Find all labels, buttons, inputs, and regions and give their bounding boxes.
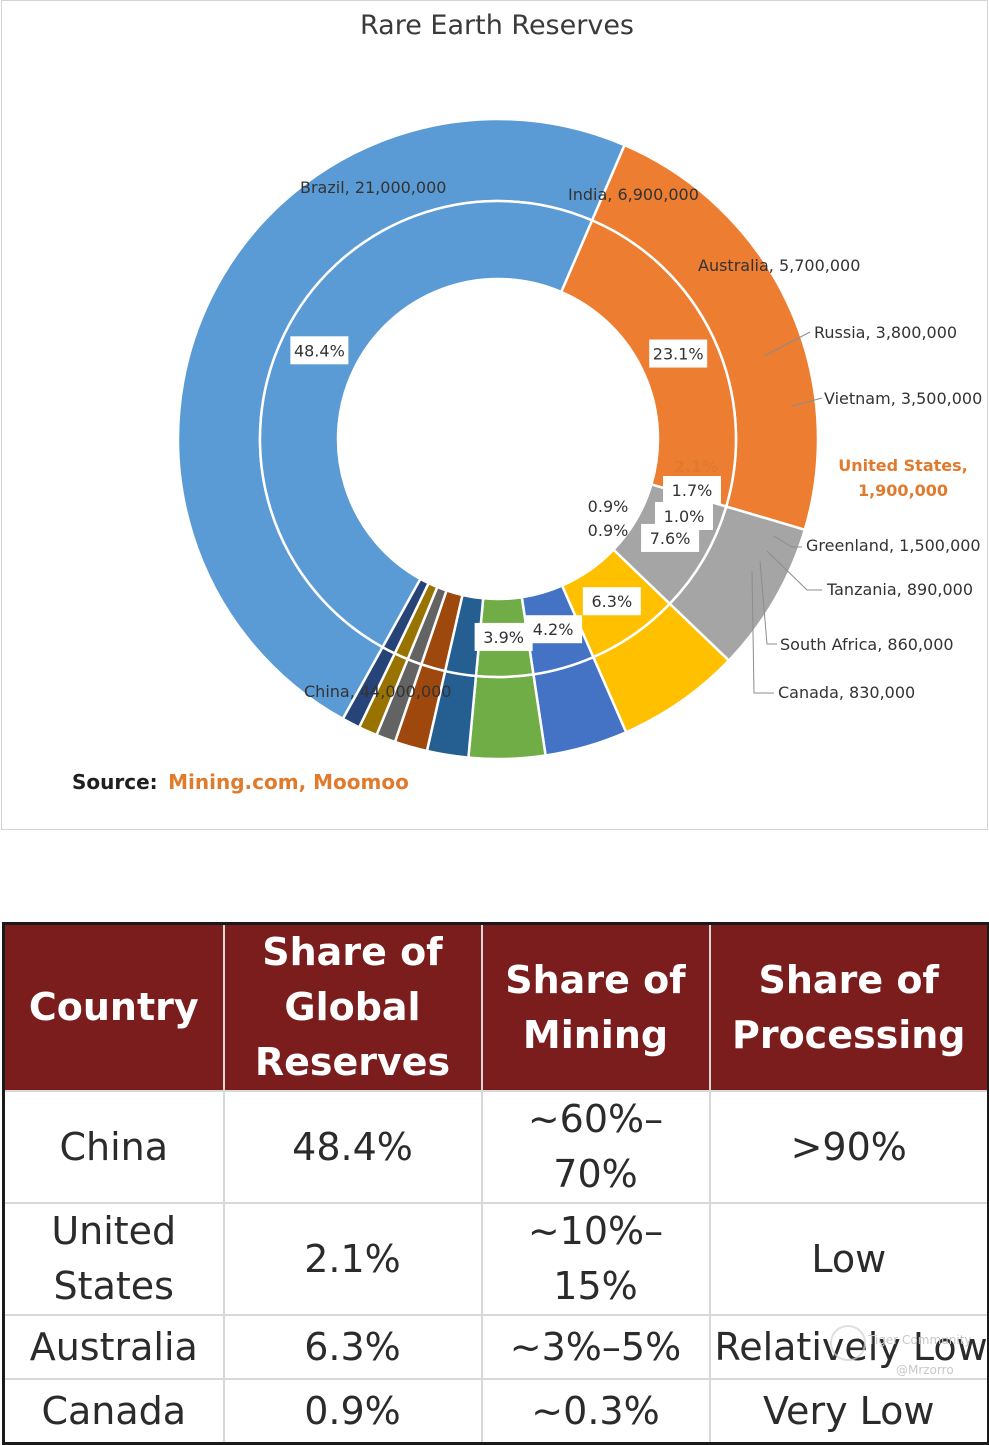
chart-title: Rare Earth Reserves	[360, 10, 634, 41]
cell-country: Canada	[2, 1378, 225, 1445]
table-header-row: Country Share of Global Reserves Share o…	[2, 922, 989, 1092]
cell-processing: Low	[708, 1202, 989, 1316]
pct-text-russia: 4.2%	[533, 620, 574, 639]
cell-processing: Very Low	[708, 1378, 989, 1445]
pct-label-china: 48.4%	[290, 336, 349, 365]
pct-text-india: 7.6%	[650, 529, 691, 548]
cell-country: Australia	[2, 1314, 225, 1380]
pct-box-brazil	[649, 339, 708, 368]
label-australia: Australia, 5,700,000	[698, 256, 860, 275]
cell-country: United States	[2, 1202, 225, 1316]
pct-label-brazil: 23.1%	[649, 339, 708, 368]
cell-mining: ~0.3%	[480, 1378, 711, 1445]
cell-mining: ~3%–5%	[480, 1314, 711, 1380]
leader-line-south-africa	[759, 560, 777, 645]
cell-mining: ~10%–15%	[480, 1202, 711, 1316]
pct-label-united-states: 2.1%	[674, 457, 718, 476]
source-line: Source: Mining.com, Moomoo	[72, 770, 409, 794]
source-text: Mining.com, Moomoo	[168, 770, 409, 794]
pct-text-canada: 0.9%	[588, 521, 629, 540]
comparison-table: Country Share of Global Reserves Share o…	[2, 922, 989, 1445]
leader-lines	[591, 180, 823, 694]
label-canada: Canada, 830,000	[778, 683, 915, 702]
leader-line-vietnam	[791, 397, 823, 407]
pct-box-tanzania	[655, 502, 713, 530]
cell-country: China	[2, 1090, 225, 1204]
label-tanzania: Tanzania, 890,000	[826, 580, 973, 599]
table-row: China 48.4% ~60%–70% >90%	[2, 1090, 989, 1204]
pct-label-south-africa: 0.9%	[588, 497, 629, 516]
leader-line-greenland	[773, 535, 802, 548]
cell-processing: >90%	[708, 1090, 989, 1204]
slice-inner-china	[258, 199, 594, 649]
table-row: Australia 6.3% ~3%–5% Relatively Low	[2, 1314, 989, 1380]
header-share-global-reserves: Share of Global Reserves	[222, 922, 483, 1092]
table-row: Canada 0.9% ~0.3% Very Low	[2, 1378, 989, 1445]
label-greenland: Greenland, 1,500,000	[806, 536, 981, 555]
pct-text-vietnam: 3.9%	[483, 628, 524, 647]
leader-line-tanzania	[766, 550, 822, 591]
pct-text-australia: 6.3%	[592, 592, 633, 611]
cell-reserves: 0.9%	[222, 1378, 483, 1445]
leader-line-russia	[763, 331, 811, 357]
pct-text-tanzania: 1.0%	[664, 507, 705, 526]
cell-reserves: 48.4%	[222, 1090, 483, 1204]
label-south-africa: South Africa, 860,000	[780, 635, 954, 654]
label-china: China, 44,000,000	[304, 682, 451, 701]
label-india: India, 6,900,000	[568, 185, 699, 204]
pct-label-greenland: 1.7%	[663, 476, 721, 504]
pct-text-united-states: 2.1%	[674, 457, 718, 476]
pct-label-tanzania: 1.0%	[655, 502, 713, 530]
pct-label-vietnam: 3.9%	[474, 622, 533, 651]
pct-text-brazil: 23.1%	[653, 345, 704, 364]
pct-label-russia: 4.2%	[524, 615, 583, 644]
pct-box-vietnam	[474, 622, 533, 651]
doughnut-chart: Rare Earth Reserves 48.4% 23.1% 7.6% 6.3% 4.…	[72, 10, 982, 794]
pct-label-australia: 6.3%	[582, 587, 641, 616]
pct-box-australia	[582, 587, 641, 616]
label-brazil: Brazil, 21,000,000	[300, 178, 446, 197]
source-lead: Source:	[72, 770, 158, 794]
header-country: Country	[2, 922, 225, 1092]
cell-processing: Relatively Low	[708, 1314, 989, 1380]
cell-reserves: 6.3%	[222, 1314, 483, 1380]
chart-panel: Rare Earth Reserves 48.4% 23.1% 7.6% 6.3% 4.…	[1, 0, 988, 830]
pct-text-south-africa: 0.9%	[588, 497, 629, 516]
pct-text-greenland: 1.7%	[672, 481, 713, 500]
slice-inner-canada	[380, 577, 431, 656]
label-vietnam: Vietnam, 3,500,000	[824, 389, 982, 408]
leader-line-india	[591, 180, 603, 200]
pct-box-greenland	[663, 476, 721, 504]
header-share-processing: Share of Processing	[708, 922, 989, 1092]
cell-reserves: 2.1%	[222, 1202, 483, 1316]
table-row: United States 2.1% ~10%–15% Low	[2, 1202, 989, 1316]
label-russia: Russia, 3,800,000	[814, 323, 957, 342]
pct-label-canada: 0.9%	[588, 521, 629, 540]
pct-box-russia	[524, 615, 583, 644]
cell-mining: ~60%–70%	[480, 1090, 711, 1204]
label-united-states-line2: 1,900,000	[858, 481, 948, 500]
donut-rings	[176, 117, 820, 761]
header-share-mining: Share of Mining	[480, 922, 711, 1092]
slice-outer-vietnam	[467, 672, 548, 761]
pct-box-china	[290, 336, 349, 365]
percentage-labels: 48.4% 23.1% 7.6% 6.3% 4.2% 3.9% 2.1% 1.7% 1.0% 0.…	[290, 336, 721, 651]
pct-text-china: 48.4%	[294, 341, 345, 360]
label-united-states-line1: United States,	[838, 456, 967, 475]
leader-line-canada	[751, 570, 774, 694]
